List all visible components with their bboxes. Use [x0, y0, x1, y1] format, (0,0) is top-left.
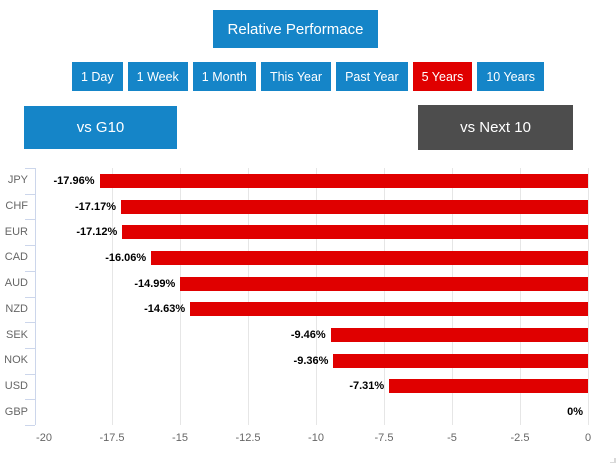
x-tick-label--17.5: -17.5 [99, 432, 125, 444]
value-label-aud: -14.99% [134, 277, 176, 290]
value-label-gbp: 0% [567, 406, 583, 419]
vs-g10-button[interactable]: vs G10 [24, 106, 177, 149]
category-axis-tick [25, 425, 35, 426]
tab-5-years[interactable]: 5 Years [412, 62, 473, 91]
value-label-sek: -9.46% [290, 329, 326, 341]
category-label-nok: NOK [4, 354, 28, 367]
category-axis-tick [25, 347, 35, 349]
category-axis-line [35, 168, 36, 425]
category-axis-tick [25, 193, 35, 195]
bar-aud[interactable] [180, 276, 588, 291]
category-axis-tick [25, 322, 35, 324]
x-tick-label-0: 0 [584, 432, 592, 444]
x-tick-label--15: -15 [172, 432, 188, 444]
period-tabs: 1 Day 1 Week 1 Month This Year Past Year 5 Ye… [0, 62, 616, 91]
bar-eur[interactable] [122, 225, 588, 240]
tab-this-year[interactable]: This Year [260, 62, 332, 91]
gridline--12.5 [248, 168, 249, 425]
tab-10-years[interactable]: 10 Years [477, 62, 544, 91]
gridline--15 [180, 168, 181, 425]
resize-grip-mark [610, 458, 616, 463]
value-label-jpy: -17.96% [53, 174, 95, 187]
gridline--2.5 [520, 168, 521, 425]
category-label-sek: SEK [5, 328, 28, 341]
x-tick-label--7.5: -7.5 [374, 432, 394, 444]
bar-sek[interactable] [330, 328, 588, 342]
tab-1-day[interactable]: 1 Day [71, 62, 123, 91]
category-label-usd: USD [4, 379, 28, 392]
value-label-usd: -7.31% [349, 380, 385, 393]
category-label-chf: CHF [5, 200, 28, 213]
bar-jpy[interactable] [99, 173, 588, 188]
category-axis-tick [25, 219, 35, 221]
tab-past-year[interactable]: Past Year [336, 62, 408, 91]
category-label-aud: AUD [4, 277, 28, 290]
tab-1-week[interactable]: 1 Week [127, 62, 188, 91]
bar-usd[interactable] [389, 379, 588, 394]
category-axis-tick [25, 168, 35, 169]
vs-next-10-button[interactable]: vs Next 10 [418, 105, 573, 150]
category-axis-tick [25, 270, 35, 272]
bar-nzd[interactable] [190, 302, 588, 317]
bar-cad[interactable] [151, 250, 588, 265]
x-tick-label--5: -5 [447, 432, 457, 444]
category-label-jpy: JPY [7, 174, 28, 187]
gridline--10 [316, 168, 317, 425]
category-axis-tick [25, 399, 35, 401]
value-label-nok: -9.36% [293, 354, 329, 367]
x-tick-label--2.5: -2.5 [510, 432, 530, 444]
category-label-nzd: NZD [5, 302, 28, 315]
category-axis-tick [25, 245, 35, 247]
gridline--17.5 [112, 168, 113, 425]
category-label-eur: EUR [4, 225, 28, 238]
title-banner: Relative Performace [213, 10, 378, 48]
gridline--5 [452, 168, 453, 425]
category-label-gbp: GBP [4, 405, 28, 418]
x-tick-label--12.5: -12.5 [235, 432, 261, 444]
bar-nok[interactable] [333, 353, 588, 368]
value-label-eur: -17.12% [76, 226, 118, 239]
tab-1-month[interactable]: 1 Month [192, 62, 256, 91]
value-label-cad: -16.06% [105, 251, 147, 264]
value-label-nzd: -14.63% [144, 303, 186, 316]
category-axis-tick [25, 373, 35, 375]
x-tick-label--20: -20 [36, 432, 52, 444]
x-tick-label--10: -10 [308, 432, 324, 444]
value-label-chf: -17.17% [75, 200, 116, 213]
category-axis-tick [25, 296, 35, 298]
gridline--7.5 [384, 168, 385, 425]
bar-chf[interactable] [121, 199, 588, 214]
gridline-0 [588, 168, 589, 425]
category-label-cad: CAD [4, 251, 28, 264]
